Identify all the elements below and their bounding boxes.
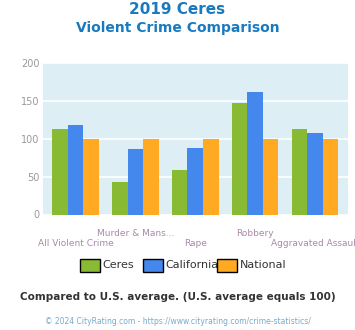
Bar: [232, 103, 247, 214]
Text: California: California: [166, 260, 219, 270]
Bar: [143, 139, 159, 214]
Text: Ceres: Ceres: [103, 260, 134, 270]
Bar: [83, 139, 99, 214]
Text: Rape: Rape: [184, 239, 207, 248]
Text: 2019 Ceres: 2019 Ceres: [130, 2, 225, 16]
Bar: [263, 139, 278, 214]
Bar: [68, 125, 83, 214]
Text: Violent Crime Comparison: Violent Crime Comparison: [76, 21, 279, 35]
Bar: [187, 148, 203, 214]
Bar: [112, 182, 127, 214]
Bar: [172, 171, 187, 214]
Text: Murder & Mans...: Murder & Mans...: [97, 229, 174, 238]
Bar: [307, 133, 323, 214]
Bar: [323, 139, 338, 214]
Text: National: National: [240, 260, 286, 270]
Bar: [52, 129, 68, 214]
Text: All Violent Crime: All Violent Crime: [38, 239, 113, 248]
Text: Robbery: Robbery: [236, 229, 274, 238]
Text: Compared to U.S. average. (U.S. average equals 100): Compared to U.S. average. (U.S. average …: [20, 292, 335, 302]
Bar: [247, 91, 263, 214]
Bar: [203, 139, 219, 214]
Text: Aggravated Assault: Aggravated Assault: [271, 239, 355, 248]
Bar: [291, 129, 307, 214]
Bar: [127, 149, 143, 214]
Text: © 2024 CityRating.com - https://www.cityrating.com/crime-statistics/: © 2024 CityRating.com - https://www.city…: [45, 317, 310, 326]
